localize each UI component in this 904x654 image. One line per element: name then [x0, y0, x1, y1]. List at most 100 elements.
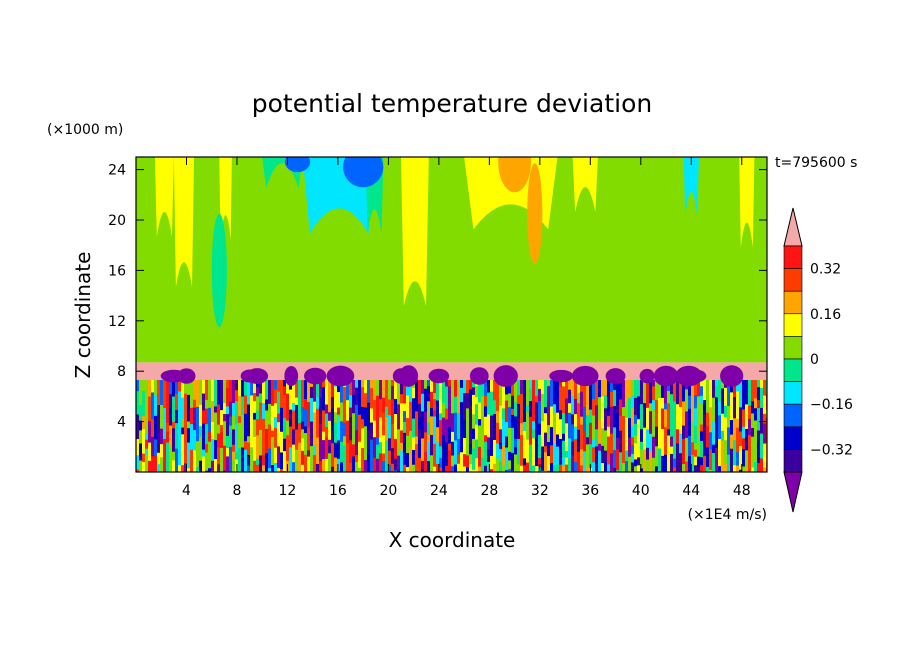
lower-cell	[469, 405, 473, 421]
lower-cell	[541, 430, 545, 447]
lower-cell	[193, 380, 197, 401]
lower-cell	[244, 380, 248, 396]
lower-cell	[697, 411, 701, 435]
lower-cell	[334, 422, 338, 444]
lower-cell	[739, 407, 743, 432]
lower-cell	[550, 427, 554, 446]
upper-blob-2	[284, 157, 311, 173]
lower-cell	[448, 450, 452, 472]
lower-cell	[481, 422, 485, 446]
lower-cell	[154, 439, 158, 457]
lower-cell	[217, 380, 221, 405]
lower-cell	[283, 418, 287, 440]
lower-cell	[574, 414, 578, 428]
lower-cell	[289, 426, 293, 448]
x-tick-label: 32	[531, 483, 549, 499]
lower-cell	[727, 405, 731, 428]
lower-cell	[202, 449, 206, 457]
lower-cell	[508, 469, 512, 472]
lower-cell	[403, 411, 407, 423]
lower-cell	[346, 443, 350, 451]
lower-cell	[601, 417, 605, 429]
lower-cell	[196, 380, 200, 408]
colorbar-swatch	[783, 426, 803, 450]
lower-cell	[304, 399, 308, 411]
lower-cell	[742, 420, 746, 428]
lower-cell	[337, 407, 341, 416]
lower-cell	[526, 411, 530, 441]
lower-cell	[217, 464, 221, 472]
lower-cell	[598, 443, 602, 452]
lower-cell	[658, 398, 662, 427]
lower-cell	[508, 460, 512, 470]
lower-cell	[622, 437, 626, 464]
lower-cell	[670, 436, 674, 448]
lower-cell	[199, 426, 203, 438]
lower-cell	[235, 401, 239, 425]
lower-cell	[145, 448, 149, 456]
band-bump-9	[428, 368, 450, 384]
lower-cell	[421, 380, 425, 395]
lower-cell	[220, 380, 224, 402]
lower-cell	[331, 408, 335, 432]
lower-cell	[679, 380, 683, 408]
lower-cell	[406, 467, 410, 472]
lower-cell	[673, 380, 677, 402]
lower-cell	[697, 396, 701, 412]
lower-cell	[487, 437, 491, 450]
lower-cell	[469, 444, 473, 455]
lower-cell	[223, 380, 227, 404]
lower-cell	[379, 380, 383, 400]
lower-cell	[169, 446, 173, 472]
lower-cell	[400, 442, 404, 452]
lower-cell	[223, 445, 227, 472]
lower-cell	[283, 395, 287, 419]
lower-cell	[256, 396, 260, 412]
lower-cell	[577, 451, 581, 472]
lower-cell	[592, 398, 596, 417]
lower-cell	[325, 413, 329, 428]
lower-cell	[661, 428, 665, 457]
lower-cell	[481, 380, 485, 397]
lower-cell	[292, 462, 296, 472]
lower-cell	[694, 443, 698, 451]
lower-cell	[754, 462, 758, 472]
lower-cell	[658, 425, 662, 450]
lower-cell	[361, 448, 365, 472]
lower-cell	[469, 380, 473, 390]
lower-cell	[145, 433, 149, 441]
lower-cell	[547, 425, 551, 443]
lower-cell	[475, 386, 479, 398]
lower-cell	[427, 386, 431, 402]
lower-cell	[280, 431, 284, 453]
lower-cell	[445, 419, 449, 444]
lower-cell	[592, 462, 596, 472]
lower-cell	[418, 380, 422, 405]
lower-cell	[310, 446, 314, 465]
lower-cell	[397, 470, 401, 472]
lower-cell	[199, 404, 203, 427]
lower-cell	[652, 400, 656, 411]
lower-cell	[517, 464, 521, 472]
lower-cell	[436, 427, 440, 443]
lower-cell	[181, 418, 185, 429]
lower-cell	[514, 380, 518, 403]
band-bump-1	[177, 368, 196, 384]
lower-cell	[298, 407, 302, 424]
lower-cell	[496, 395, 500, 412]
lower-cell	[424, 451, 428, 472]
lower-cell	[409, 430, 413, 448]
lower-cell	[244, 440, 248, 451]
lower-cell	[514, 416, 518, 440]
lower-cell	[220, 410, 224, 426]
lower-cell	[295, 380, 299, 399]
lower-cell	[712, 380, 716, 399]
lower-cell	[685, 389, 689, 412]
lower-cell	[736, 418, 740, 429]
lower-cell	[205, 400, 209, 410]
lower-cell	[490, 415, 494, 440]
lower-cell	[286, 393, 290, 422]
lower-cell	[751, 428, 755, 438]
lower-cell	[727, 454, 731, 472]
